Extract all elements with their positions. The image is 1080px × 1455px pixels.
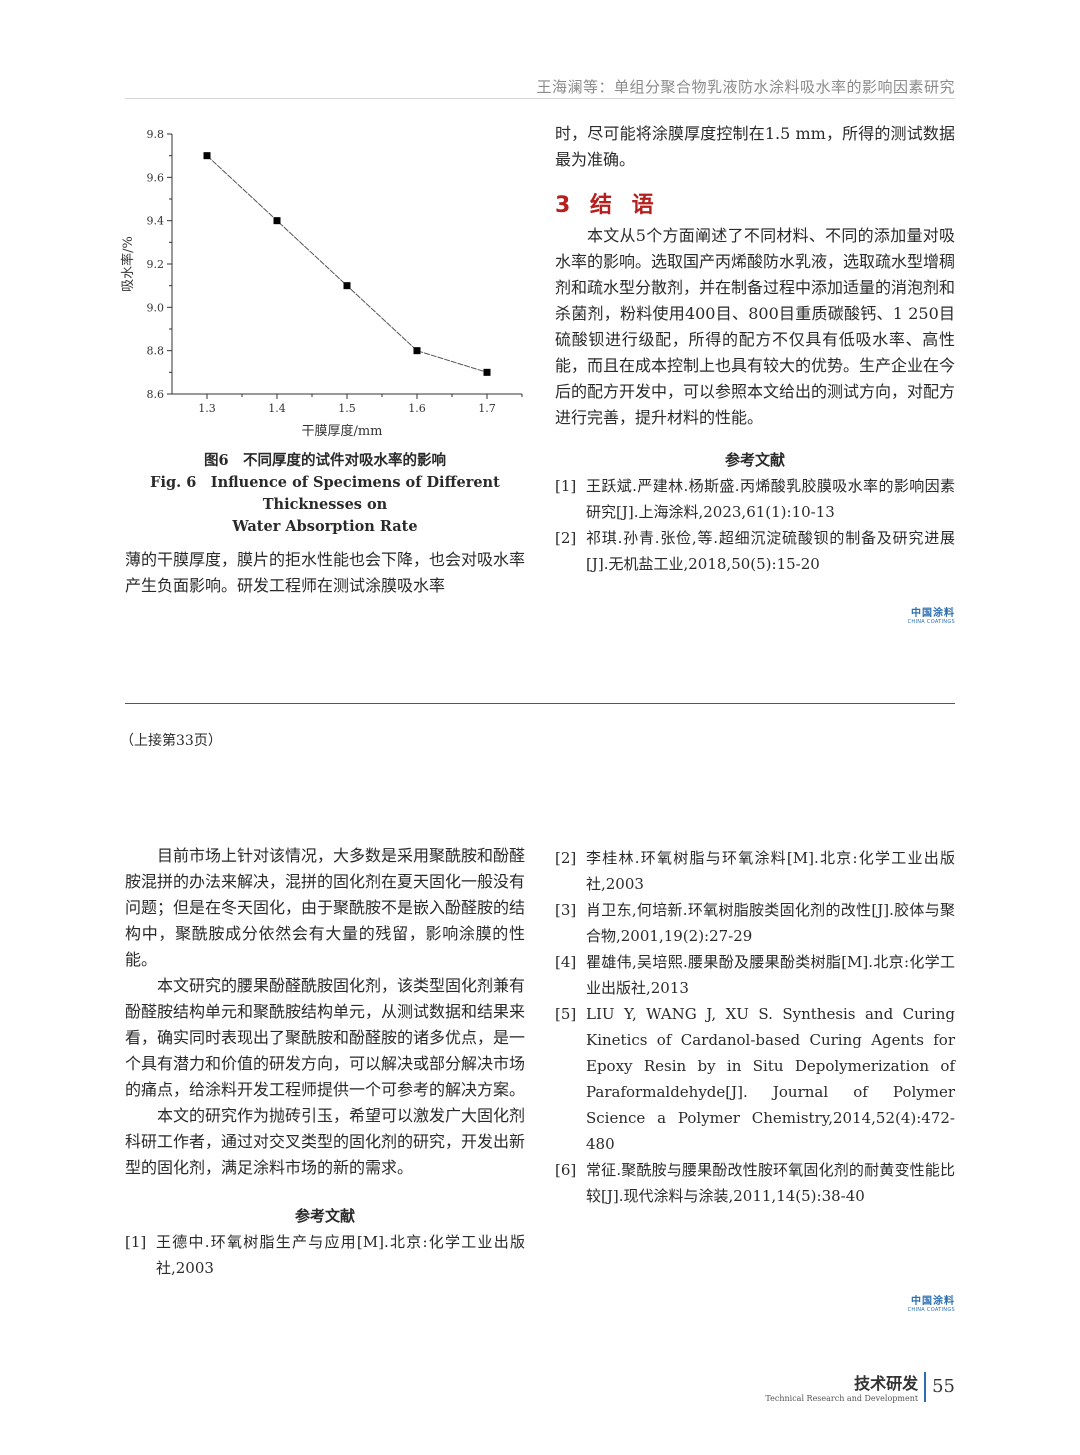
data-point: [343, 282, 351, 290]
reference-text: 王跃斌.严建林.杨斯盛.丙烯酸乳胶膜吸水率的影响因素研究[J].上海涂料,202…: [586, 477, 955, 521]
footer-bar: [924, 1371, 927, 1402]
footer-section-en: Technical Research and Development: [765, 1394, 919, 1403]
reference-number: [1]: [555, 477, 577, 495]
paragraph: 本文研究的腰果酚醛酰胺固化剂，该类型固化剂兼有酚醛胺结构单元和聚酰胺结构单元，从…: [125, 976, 526, 1099]
figure-caption: 图6 不同厚度的试件对吸水率的影响 Fig. 6 Influence of Sp…: [125, 450, 525, 538]
x-tick-label: 1.5: [338, 402, 356, 415]
page-number: 55: [932, 1376, 955, 1397]
reference-list: [1] 王跃斌.严建林.杨斯盛.丙烯酸乳胶膜吸水率的影响因素研究[J].上海涂料,…: [555, 473, 955, 577]
logo-cn: 中国涂料: [911, 1296, 955, 1307]
bottom-right-column: [2] 李桂林.环氧树脂与环氧涂料[M].北京:化学工业出版社,2003 [3] 肖卫…: [555, 845, 955, 1209]
page-footer: 技术研发 Technical Research and Development …: [765, 1370, 955, 1403]
reference-text: LIU Y, WANG J, XU S. Synthesis and Curin…: [586, 1005, 955, 1153]
reference-number: [1]: [125, 1233, 147, 1251]
y-axis-label: 吸水率/%: [120, 236, 136, 292]
header-rule: [125, 98, 955, 99]
data-point: [413, 347, 421, 355]
reference-item: [1] 王德中.环氧树脂生产与应用[M].北京:化学工业出版社,2003: [125, 1229, 525, 1281]
reference-text: 祁琪.孙青.张俭,等.超细沉淀硫酸钡的制备及研究进展[J].无机盐工业,2018…: [586, 529, 955, 573]
data-line: [206, 155, 488, 373]
reference-number: [6]: [555, 1161, 577, 1179]
data-point: [203, 152, 211, 160]
water-absorption-chart: 8.6 8.8 9.0 9.2 9.4 9.6 9.8 1.3 1.4 1.5 1.6 1.7 干膜厚…: [120, 128, 523, 439]
footer-section-cn: 技术研发: [854, 1374, 919, 1393]
reference-item: [3] 肖卫东,何培新.环氧树脂胺类固化剂的改性[J].胶体与聚合物,2001,1…: [555, 897, 955, 949]
continued-note: （上接第33页）: [120, 733, 222, 749]
y-tick-label: 9.0: [147, 301, 165, 314]
china-coatings-logo: 中国涂料 CHINA COATINGS: [908, 604, 955, 625]
reference-text: 肖卫东,何培新.环氧树脂胺类固化剂的改性[J].胶体与聚合物,2001,19(2…: [586, 901, 955, 945]
references-heading: 参考文献: [724, 451, 785, 469]
paragraph: 本文的研究作为抛砖引玉，希望可以激发广大固化剂科研工作者，通过对交叉类型的固化剂…: [125, 1106, 526, 1177]
conclusion-paragraph: 本文从5个方面阐述了不同材料、不同的添加量对吸水率的影响。选取国产丙烯酸防水乳液…: [555, 226, 956, 427]
reference-number: [5]: [555, 1005, 577, 1023]
logo-en: CHINA COATINGS: [907, 619, 955, 625]
bottom-left-column: 目前市场上针对该情况，大多数是采用聚酰胺和酚醛胺混拼的办法来解决，混拼的固化剂在…: [125, 843, 525, 1281]
y-tick-label: 9.6: [147, 171, 165, 184]
x-tick-label: 1.4: [268, 402, 286, 415]
caption-en-line1: Fig. 6 Influence of Specimens of Differe…: [150, 474, 500, 513]
references-heading: 参考文献: [294, 1207, 355, 1225]
x-axis-label: 干膜厚度/mm: [301, 423, 382, 439]
y-tick-label: 9.2: [147, 258, 165, 271]
reference-item: [4] 瞿雄伟,吴培熙.腰果酚及腰果酚类树脂[M].北京:化学工业出版社,2013: [555, 949, 955, 1001]
reference-number: [3]: [555, 901, 577, 919]
y-tick-label: 8.8: [147, 345, 165, 358]
reference-text: 瞿雄伟,吴培熙.腰果酚及腰果酚类树脂[M].北京:化学工业出版社,2013: [586, 953, 955, 997]
y-tick-label: 8.6: [147, 388, 165, 401]
y-tick-label: 9.4: [147, 215, 165, 228]
x-tick-label: 1.7: [478, 402, 496, 415]
data-point: [483, 368, 491, 376]
x-tick-label: 1.3: [198, 402, 216, 415]
logo-en: CHINA COATINGS: [907, 1307, 955, 1313]
reference-text: 李桂林.环氧树脂与环氧涂料[M].北京:化学工业出版社,2003: [586, 849, 955, 893]
top-right-column: 时，尽可能将涂膜厚度控制在1.5 mm，所得的测试数据最为准确。 3 结 语 本…: [555, 121, 955, 577]
reference-item: [6] 常征.聚酰胺与腰果酚改性胺环氧固化剂的耐黄变性能比较[J].现代涂料与涂装…: [555, 1157, 955, 1209]
china-coatings-logo: 中国涂料 CHINA COATINGS: [908, 1292, 955, 1313]
top-left-text: 薄的干膜厚度，膜片的拒水性能也会下降，也会对吸水率产生负面影响。研发工程师在测试…: [125, 547, 525, 599]
paragraph: 目前市场上针对该情况，大多数是采用聚酰胺和酚醛胺混拼的办法来解决，混拼的固化剂在…: [125, 846, 526, 969]
reference-list: [1] 王德中.环氧树脂生产与应用[M].北京:化学工业出版社,2003: [125, 1229, 525, 1281]
reference-text: 常征.聚酰胺与腰果酚改性胺环氧固化剂的耐黄变性能比较[J].现代涂料与涂装,20…: [586, 1161, 955, 1205]
reference-number: [2]: [555, 529, 577, 547]
reference-list: [2] 李桂林.环氧树脂与环氧涂料[M].北京:化学工业出版社,2003 [3] 肖卫…: [555, 845, 955, 1209]
reference-item: [1] 王跃斌.严建林.杨斯盛.丙烯酸乳胶膜吸水率的影响因素研究[J].上海涂料,…: [555, 473, 955, 525]
x-tick-label: 1.6: [408, 402, 426, 415]
caption-cn: 图6 不同厚度的试件对吸水率的影响: [203, 452, 447, 469]
reference-number: [2]: [555, 849, 577, 867]
data-point: [273, 217, 281, 225]
reference-text: 王德中.环氧树脂生产与应用[M].北京:化学工业出版社,2003: [156, 1233, 525, 1277]
reference-item: [2] 李桂林.环氧树脂与环氧涂料[M].北京:化学工业出版社,2003: [555, 845, 955, 897]
reference-item: [5] LIU Y, WANG J, XU S. Synthesis and Cu…: [555, 1001, 955, 1157]
y-tick-label: 9.8: [147, 128, 165, 141]
section-divider: [125, 703, 955, 704]
paragraph: 时，尽可能将涂膜厚度控制在1.5 mm，所得的测试数据最为准确。: [555, 124, 955, 169]
running-title: 王海澜等：单组分聚合物乳液防水涂料吸水率的影响因素研究: [536, 78, 955, 96]
logo-cn: 中国涂料: [911, 608, 955, 619]
section-heading: 3 结 语: [555, 193, 660, 218]
caption-en-line2: Water Absorption Rate: [232, 518, 418, 535]
paragraph: 薄的干膜厚度，膜片的拒水性能也会下降，也会对吸水率产生负面影响。研发工程师在测试…: [125, 550, 526, 595]
reference-item: [2] 祁琪.孙青.张俭,等.超细沉淀硫酸钡的制备及研究进展[J].无机盐工业,2…: [555, 525, 955, 577]
reference-number: [4]: [555, 953, 577, 971]
